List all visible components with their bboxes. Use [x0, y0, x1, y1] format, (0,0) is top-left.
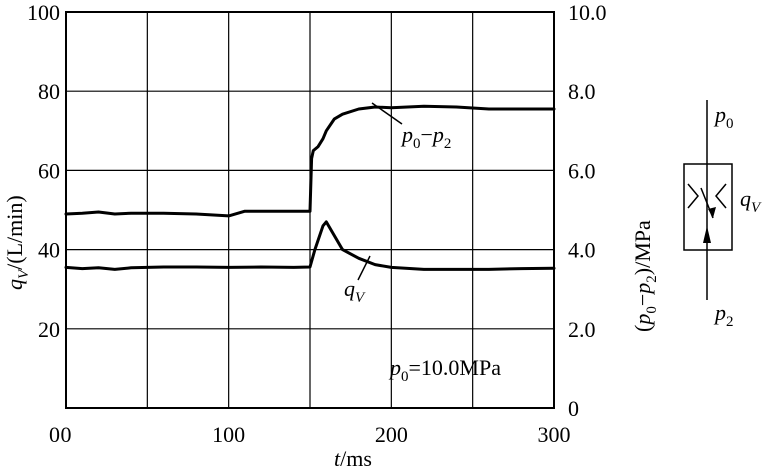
x-axis-label: t/ms: [334, 446, 372, 470]
symbol-bottom-label: p2: [713, 300, 734, 330]
series-p0-minus-p2-line: [64, 104, 556, 218]
y-right-tick-label: 2.0: [568, 317, 596, 342]
y-axis-left-label: qV/(L/min): [2, 195, 32, 290]
symbol-top-label: p0: [713, 102, 734, 132]
y-right-tick-label: 4.0: [568, 238, 596, 263]
y-left-tick-label: 40: [38, 238, 60, 263]
y-right-tick-label: 0: [568, 396, 579, 421]
y-right-tick-label: 10.0: [568, 0, 607, 25]
symbol-adjust-arrow-head: [708, 207, 716, 218]
plot-frame: [65, 11, 555, 409]
symbol-box: [683, 163, 733, 251]
series-p0-minus-p2-label: p0−p2: [400, 122, 451, 152]
symbol-right-chevron: [715, 183, 727, 209]
x-tick-label: 300: [538, 422, 571, 447]
x-tick-label: 100: [212, 422, 245, 447]
y-right-tick-label: 6.0: [568, 158, 596, 183]
flow-valve-symbol: p0 qV p2: [683, 100, 762, 330]
series-qv-line: [64, 220, 556, 271]
series-qv-leader: [357, 255, 371, 281]
y-left-tick-label: 0: [49, 422, 60, 447]
y-axis-right-label: (p0−p2)/MPa: [630, 220, 660, 332]
y-left-tick-label: 60: [38, 158, 60, 183]
x-tick-label: 200: [375, 422, 408, 447]
series-qv-label: qV: [344, 276, 366, 306]
grid: [66, 12, 554, 408]
symbol-side-label: qV: [740, 186, 762, 216]
y-left-tick-label: 100: [27, 0, 60, 25]
symbol-flow-arrow-head: [703, 226, 711, 243]
y-left-tick-label: 80: [38, 79, 60, 104]
pressure-annotation: p0=10.0MPa: [388, 355, 501, 385]
series-p0-minus-p2-leader: [371, 102, 403, 125]
x-tick-label: 0: [61, 422, 72, 447]
y-right-tick-label: 8.0: [568, 79, 596, 104]
y-left-tick-label: 20: [38, 317, 60, 342]
symbol-left-chevron: [687, 183, 699, 209]
